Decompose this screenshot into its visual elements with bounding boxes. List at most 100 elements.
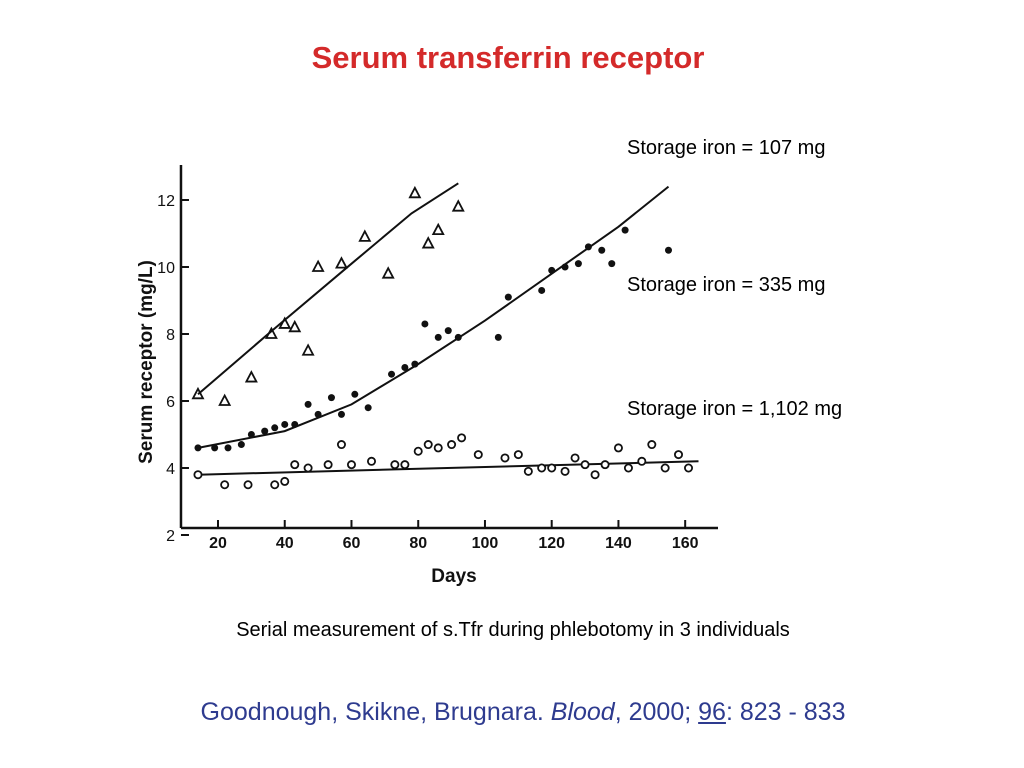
figure-caption: Serial measurement of s.Tfr during phleb… (236, 619, 790, 641)
data-point-open (637, 456, 647, 466)
data-point-filled (211, 444, 219, 452)
data-point-open (290, 460, 300, 470)
data-point-filled (434, 333, 442, 341)
citation-volume: 96 (698, 698, 726, 726)
fit-line-series-3 (197, 460, 699, 476)
data-point-filled (421, 320, 429, 328)
data-point-open (513, 450, 523, 460)
x-tick-label: 40 (276, 535, 294, 552)
x-tick-label: 80 (409, 535, 427, 552)
data-point-filled (598, 246, 606, 254)
data-point-open (390, 460, 400, 470)
data-point-open (580, 460, 590, 470)
data-point-filled (271, 424, 279, 432)
data-point-filled (561, 263, 569, 271)
data-point-open (537, 463, 547, 473)
data-point-open (280, 476, 290, 486)
data-point-open (613, 443, 623, 453)
data-point-open (523, 466, 533, 476)
data-point-filled (261, 427, 269, 435)
data-point-filled (401, 364, 409, 371)
y-tick-label: 10 (157, 260, 175, 277)
data-point-open (457, 433, 467, 443)
data-point-filled (411, 360, 419, 368)
data-point-triangle (451, 199, 465, 212)
data-point-filled (574, 260, 582, 268)
data-point-open (447, 440, 457, 450)
data-point-filled (224, 444, 232, 452)
data-point-filled (494, 333, 502, 341)
data-point-open (560, 466, 570, 476)
data-point-open (193, 470, 203, 480)
data-point-filled (388, 370, 396, 378)
y-tick-label: 12 (157, 193, 175, 210)
y-tick-label: 6 (166, 394, 175, 411)
data-point-triangle (408, 185, 422, 199)
series-label-335mg: Storage iron = 335 mg (627, 274, 826, 296)
data-point-open (243, 480, 253, 490)
data-point-open (433, 443, 443, 453)
data-point-filled (364, 404, 372, 412)
data-point-open (423, 440, 433, 450)
data-point-open (660, 463, 670, 473)
data-point-filled (281, 420, 289, 428)
fit-line-series-2 (197, 185, 670, 449)
data-point-triangle (301, 343, 315, 356)
data-point-triangle (264, 326, 278, 339)
y-tick-label: 8 (166, 327, 175, 344)
data-point-triangle (431, 222, 445, 236)
fit-line-series-1 (197, 182, 459, 396)
data-point-filled (327, 394, 335, 402)
data-point-open (303, 463, 313, 473)
data-point-open (590, 470, 600, 480)
page-title: Serum transferrin receptor (311, 40, 705, 75)
data-point-open (336, 440, 346, 450)
serum-receptor-chart: 2 4 6 8 10 12 20 40 60 80 100 120 140 160 Days Serum re… (136, 165, 718, 587)
data-point-filled (548, 266, 556, 274)
data-point-open (600, 460, 610, 470)
data-point-filled (351, 390, 359, 398)
data-point-triangle (288, 319, 302, 333)
data-point-filled (664, 246, 672, 254)
x-tick-label: 140 (605, 535, 632, 552)
data-point-open (346, 460, 356, 470)
data-point-triangle (358, 229, 372, 242)
data-point-open (220, 480, 230, 490)
citation-journal: Blood (550, 698, 615, 726)
data-point-open (547, 463, 557, 473)
data-point-filled (584, 243, 592, 251)
data-point-filled (444, 327, 452, 335)
citation-authors: Goodnough, Skikne, Brugnara. (200, 698, 551, 726)
series-label-1102mg: Storage iron = 1,102 mg (627, 398, 843, 420)
x-tick-label: 20 (209, 535, 227, 552)
x-axis-label: Days (431, 566, 476, 587)
data-point-open (500, 453, 510, 463)
data-point-open (570, 453, 580, 463)
data-point-filled (291, 420, 299, 428)
x-tick-label: 100 (472, 535, 499, 552)
data-point-triangle (218, 393, 232, 406)
citation-pages: : 823 - 833 (725, 698, 846, 726)
data-point-filled (454, 333, 462, 341)
data-point-open (413, 446, 423, 456)
data-point-filled (608, 260, 616, 268)
data-point-open (400, 460, 410, 470)
x-tick-label: 120 (538, 535, 565, 552)
data-point-open (623, 463, 633, 473)
data-point-filled (538, 286, 546, 294)
data-point-open (684, 463, 694, 473)
y-axis-label: Serum receptor (mg/L) (136, 260, 157, 464)
data-point-triangle (381, 266, 395, 279)
data-point-triangle (278, 316, 292, 329)
data-point-triangle (244, 370, 258, 383)
x-tick-label: 60 (343, 535, 361, 552)
x-tick-label: 160 (672, 535, 699, 552)
data-point-filled (621, 226, 629, 234)
data-point-filled (504, 293, 512, 301)
data-point-triangle (311, 259, 325, 272)
data-point-triangle (191, 386, 205, 400)
citation-year: , 2000; (614, 698, 699, 726)
data-point-filled (247, 431, 255, 438)
data-point-open (647, 440, 657, 450)
data-point-filled (194, 444, 202, 452)
